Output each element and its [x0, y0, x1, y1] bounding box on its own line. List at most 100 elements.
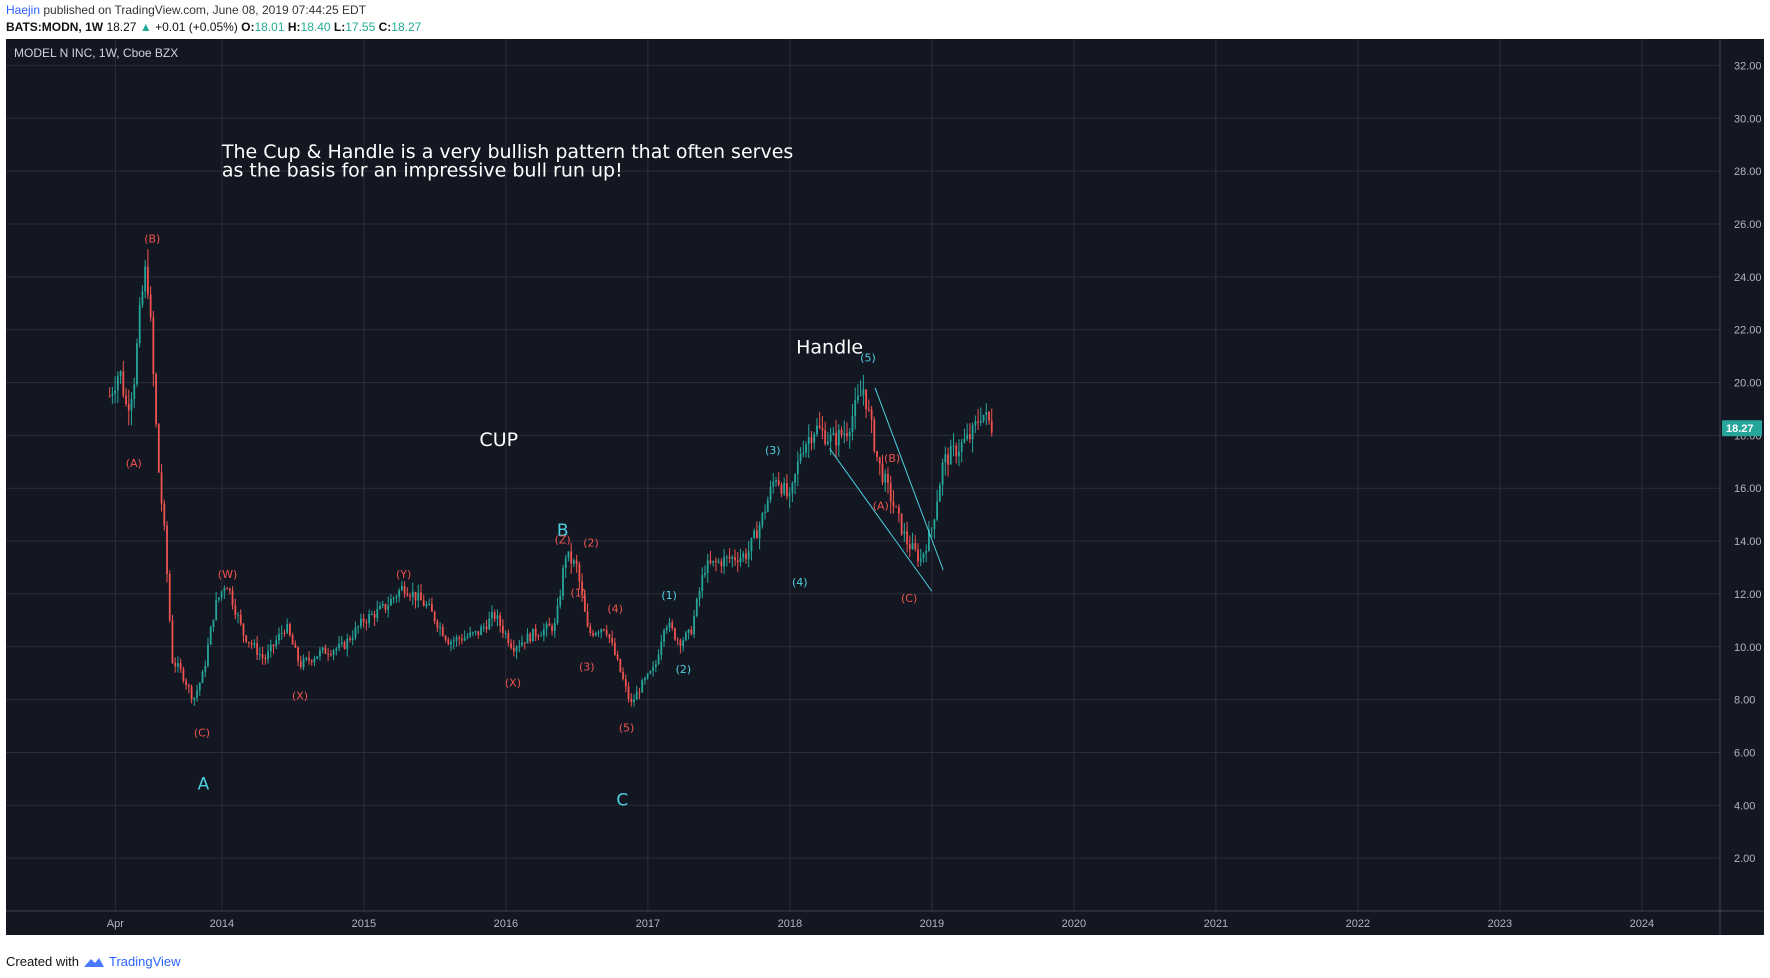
wave-label: The Cup & Handle is a very bullish patte… — [221, 141, 793, 163]
price-tick-label: 28.00 — [1734, 166, 1762, 178]
candle-body — [654, 663, 657, 667]
candle-body — [248, 641, 250, 643]
time-tick-label: 2024 — [1630, 918, 1654, 930]
candle-body — [411, 591, 414, 597]
candle-body — [938, 484, 941, 502]
candle-body — [111, 393, 114, 396]
wave-label: C — [616, 790, 628, 810]
candle-body — [507, 633, 510, 644]
candle-body — [977, 421, 979, 423]
candle-body — [130, 398, 133, 411]
candle-body — [966, 434, 969, 440]
candle-body — [242, 623, 245, 636]
author-link[interactable]: Haejin — [6, 3, 41, 17]
candle-body — [775, 480, 777, 482]
candle-body — [283, 632, 286, 634]
candle-body — [452, 640, 455, 642]
candle-body — [786, 483, 788, 497]
up-arrow-icon: ▲ — [139, 20, 152, 34]
candle-body — [747, 551, 750, 560]
candle-body — [949, 445, 952, 465]
candle-body — [280, 632, 283, 634]
candle-body — [884, 474, 887, 483]
candle-body — [488, 618, 491, 630]
candle-body — [400, 585, 403, 591]
candle-body — [622, 671, 624, 680]
candle-body — [496, 615, 499, 619]
candle-body — [695, 598, 698, 616]
candle-body — [709, 560, 712, 563]
published-text: published on TradingView.com, June 08, 2… — [43, 3, 367, 17]
trendline — [829, 448, 933, 592]
tradingview-link[interactable]: TradingView — [108, 954, 181, 969]
candle-body — [368, 614, 370, 624]
candle-body — [392, 597, 395, 600]
candle-body — [739, 557, 742, 563]
candle-body — [761, 513, 764, 525]
candle-body — [873, 419, 876, 452]
candle-body — [586, 611, 589, 627]
wave-label: (A) — [873, 499, 889, 512]
wave-label: (X) — [292, 690, 308, 703]
candle-body — [671, 622, 674, 629]
candle-body — [944, 454, 947, 463]
wave-label: (1) — [570, 587, 586, 600]
candle-body — [297, 647, 299, 662]
candle-body — [712, 560, 715, 563]
footer: Created with TradingView — [6, 954, 181, 969]
candle-body — [185, 680, 188, 686]
candle-body — [491, 612, 493, 619]
price-tick-label: 10.00 — [1734, 642, 1762, 654]
time-tick-label: 2020 — [1062, 918, 1086, 930]
candle-body — [526, 633, 529, 644]
candle-body — [499, 615, 502, 626]
wave-label: (Z) — [555, 534, 571, 547]
candle-body — [684, 632, 687, 641]
candle-body — [777, 480, 780, 485]
candle-body — [766, 500, 769, 512]
candle-body — [573, 560, 575, 564]
price-tick-label: 14.00 — [1734, 536, 1762, 548]
candle-body — [802, 452, 805, 455]
close-label: C: — [378, 20, 392, 34]
candle-body — [365, 622, 368, 624]
price-tick-label: 4.00 — [1734, 800, 1755, 812]
chart-background — [6, 39, 1720, 911]
candle-body — [226, 588, 228, 590]
candle-body — [633, 699, 635, 702]
candle-body — [745, 553, 747, 560]
candle-body — [220, 591, 223, 598]
candle-body — [646, 673, 649, 679]
symbol-info: BATS:MODN, 1W 18.27 ▲ +0.01 (+0.05%) O:1… — [6, 20, 421, 34]
candle-body — [608, 634, 611, 639]
candle-body — [668, 622, 671, 628]
candle-body — [357, 626, 360, 628]
candle-body — [821, 427, 824, 431]
candle-body — [690, 629, 693, 635]
candle-body — [900, 513, 903, 535]
candle-body — [395, 596, 398, 598]
candle-body — [209, 626, 212, 645]
candle-body — [138, 305, 141, 344]
candle-body — [698, 591, 701, 599]
trendline — [874, 387, 944, 571]
candle-body — [988, 411, 990, 421]
candle-body — [892, 501, 895, 507]
candle-body — [234, 605, 237, 616]
price-axis[interactable]: 2.004.006.008.0010.0012.0014.0016.0018.0… — [1719, 39, 1762, 935]
candle-body — [704, 572, 706, 576]
candle-body — [982, 414, 985, 421]
time-axis[interactable]: Apr 2014 2015 2016 2017 2018 2019 2020 2021 2022 2… — [6, 910, 1764, 930]
candle-body — [450, 641, 452, 645]
candle-body — [431, 603, 433, 612]
candle-body — [715, 560, 717, 563]
candle-body — [204, 665, 207, 672]
candles — [108, 249, 993, 707]
candle-body — [152, 317, 155, 375]
candle-body — [755, 530, 758, 539]
candle-body — [635, 692, 638, 700]
candle-body — [136, 343, 138, 385]
candle-body — [575, 560, 578, 565]
candle-body — [171, 620, 174, 664]
